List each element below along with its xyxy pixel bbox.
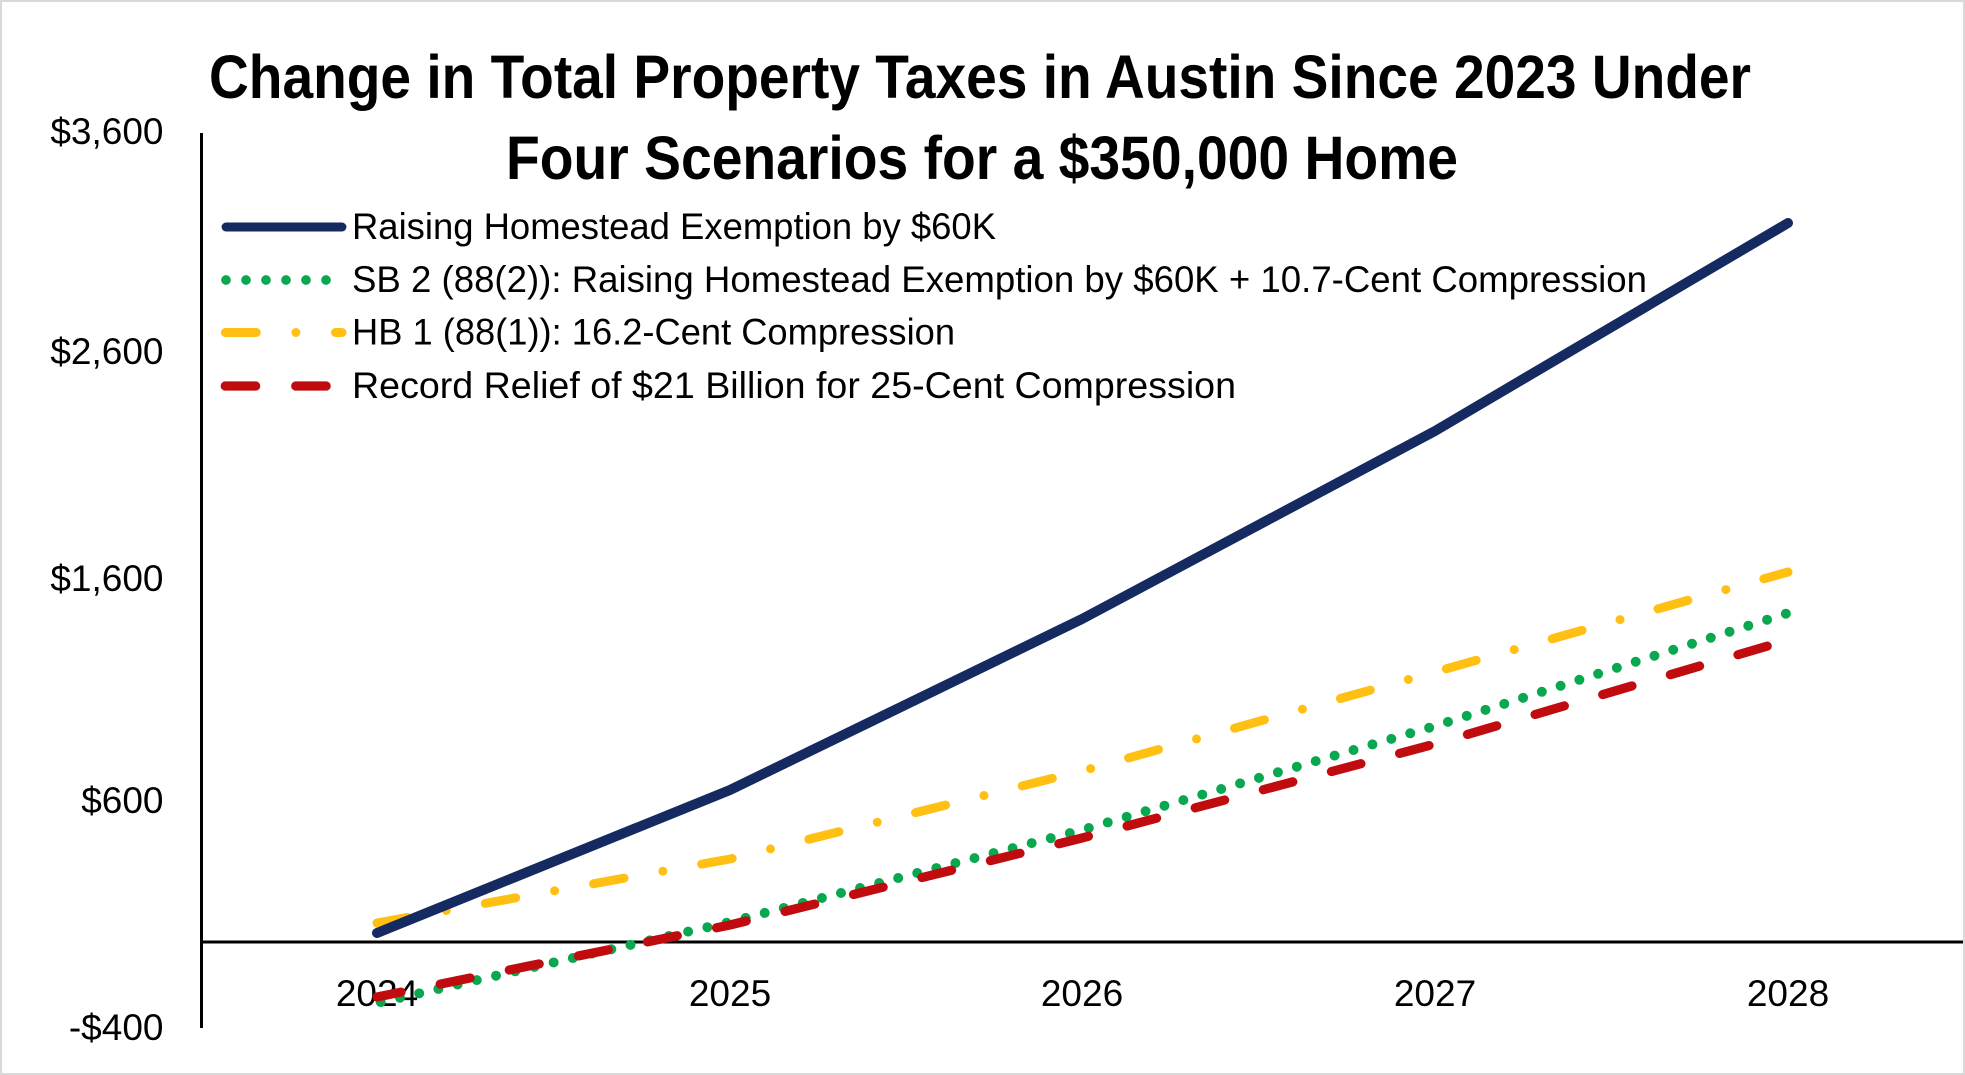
svg-text:2026: 2026 <box>1041 973 1123 1014</box>
svg-text:$600: $600 <box>81 780 163 821</box>
svg-text:Record Relief of $21 Billion f: Record Relief of $21 Billion for 25-Cent… <box>352 365 1236 406</box>
svg-text:Change in Total Property Taxes: Change in Total Property Taxes in Austin… <box>209 43 1751 111</box>
svg-text:Four Scenarios for a $350,000: Four Scenarios for a $350,000 Home <box>506 124 1458 192</box>
svg-text:2025: 2025 <box>689 973 771 1014</box>
svg-text:$2,600: $2,600 <box>50 331 163 372</box>
svg-text:-$400: -$400 <box>69 1007 164 1048</box>
svg-text:SB 2 (88(2)): Raising Homestea: SB 2 (88(2)): Raising Homestead Exemptio… <box>352 259 1647 300</box>
svg-text:2028: 2028 <box>1747 973 1829 1014</box>
svg-text:HB 1 (88(1)): 16.2-Cent Compre: HB 1 (88(1)): 16.2-Cent Compression <box>352 312 955 353</box>
svg-text:2027: 2027 <box>1394 973 1476 1014</box>
svg-text:$3,600: $3,600 <box>50 111 163 152</box>
svg-text:$1,600: $1,600 <box>50 558 163 599</box>
svg-text:Raising Homestead Exemption by: Raising Homestead Exemption by $60K <box>352 206 996 247</box>
